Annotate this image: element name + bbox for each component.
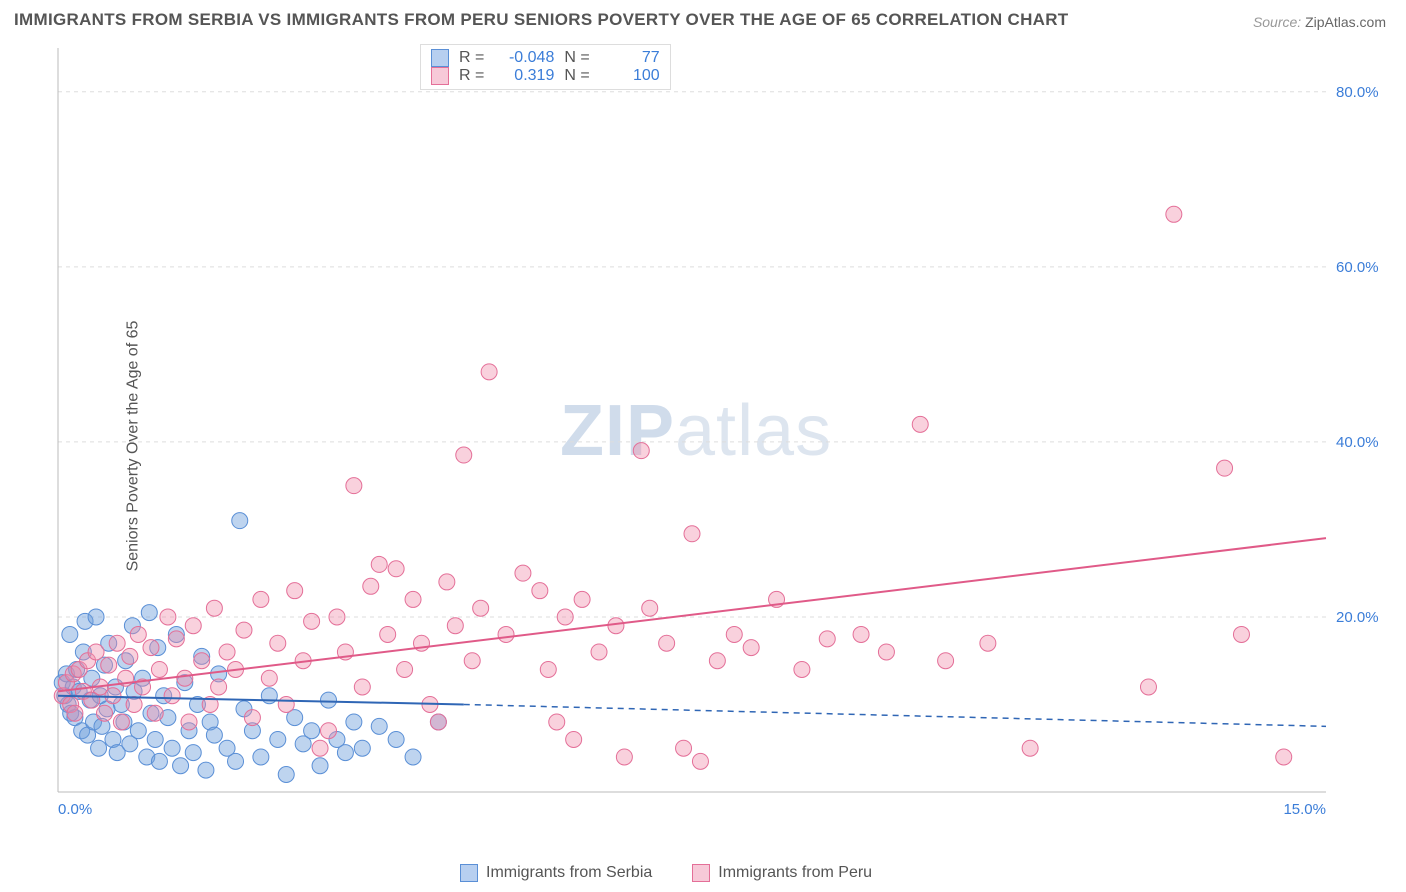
n-label: N = [564, 67, 589, 85]
svg-text:20.0%: 20.0% [1336, 609, 1379, 626]
serbia-swatch-icon [431, 49, 449, 67]
peru-swatch-icon [431, 67, 449, 85]
serbia-swatch-icon [460, 864, 478, 882]
peru-r-value: 0.319 [494, 67, 554, 85]
r-label: R = [459, 49, 484, 67]
source-label: Source: [1253, 14, 1301, 30]
legend-row-serbia: R = -0.048 N = 77 [431, 49, 660, 67]
svg-text:60.0%: 60.0% [1336, 259, 1379, 276]
n-label: N = [564, 49, 589, 67]
peru-n-value: 100 [600, 67, 660, 85]
scatter-plot: 20.0% 40.0% 60.0% 80.0% 0.0% 15.0% [48, 40, 1386, 840]
series-legend: Immigrants from Serbia Immigrants from P… [460, 864, 872, 882]
peru-swatch-icon [692, 864, 710, 882]
svg-text:80.0%: 80.0% [1336, 84, 1379, 101]
chart-title: IMMIGRANTS FROM SERBIA VS IMMIGRANTS FRO… [14, 10, 1068, 30]
svg-text:0.0%: 0.0% [58, 801, 92, 818]
serbia-r-value: -0.048 [494, 49, 554, 67]
serbia-legend-label: Immigrants from Serbia [486, 864, 652, 882]
svg-text:15.0%: 15.0% [1283, 801, 1326, 818]
legend-row-peru: R = 0.319 N = 100 [431, 67, 660, 85]
peru-legend-label: Immigrants from Peru [718, 864, 872, 882]
serbia-n-value: 77 [600, 49, 660, 67]
legend-item-peru: Immigrants from Peru [692, 864, 872, 882]
chart-svg: 20.0% 40.0% 60.0% 80.0% 0.0% 15.0% [48, 40, 1386, 840]
correlation-legend: R = -0.048 N = 77 R = 0.319 N = 100 [420, 44, 671, 90]
legend-item-serbia: Immigrants from Serbia [460, 864, 652, 882]
svg-text:40.0%: 40.0% [1336, 434, 1379, 451]
source-attribution: Source: ZipAtlas.com [1253, 14, 1386, 30]
source-value: ZipAtlas.com [1305, 14, 1386, 30]
r-label: R = [459, 67, 484, 85]
